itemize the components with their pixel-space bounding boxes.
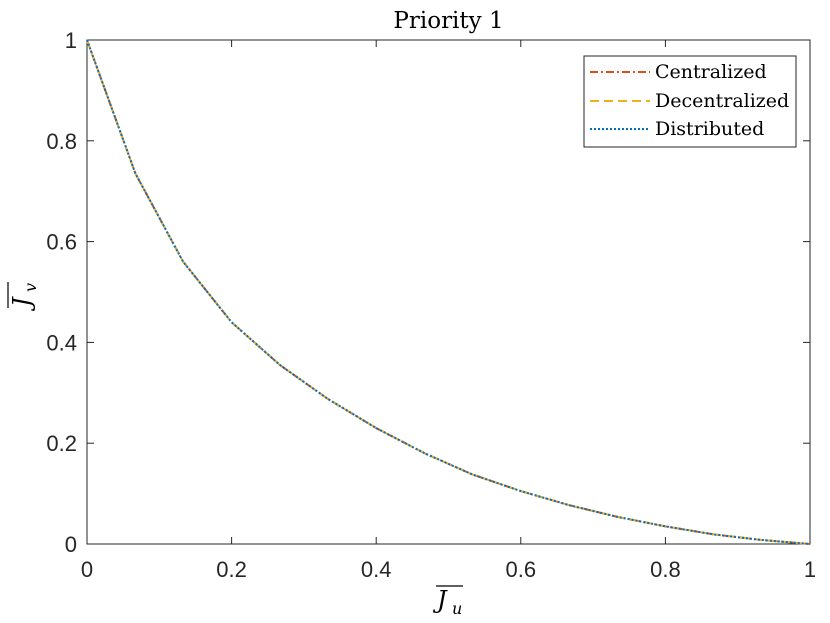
legend-label-distributed: Distributed — [655, 118, 764, 140]
y-axis: 0 0.2 0.4 0.6 0.8 1 — [46, 28, 810, 557]
x-axis: 0 0.2 0.4 0.6 0.8 1 — [81, 40, 816, 582]
x-tick-label: 0.6 — [506, 557, 537, 582]
x-axis-label-main: J — [432, 586, 448, 614]
y-axis-label-sub: v — [21, 283, 40, 292]
y-tick-label: 1 — [65, 28, 77, 53]
y-axis-label: J v — [7, 282, 40, 312]
y-tick-label: 0.4 — [46, 330, 77, 355]
legend: Centralized Decentralized Distributed — [583, 55, 797, 148]
x-axis-label: J u — [432, 585, 463, 618]
legend-item-centralized: Centralized — [590, 61, 767, 83]
y-axis-label-main: J — [8, 296, 36, 312]
y-tick-label: 0.6 — [46, 230, 77, 255]
series-layer — [86, 39, 811, 545]
legend-item-distributed: Distributed — [590, 118, 764, 140]
x-tick-label: 1 — [804, 557, 816, 582]
series-line-distributed — [86, 39, 811, 545]
x-tick-label: 0 — [81, 557, 93, 582]
x-tick-label: 0.8 — [650, 557, 681, 582]
y-tick-label: 0.2 — [46, 431, 77, 456]
x-tick-label: 0.4 — [361, 557, 392, 582]
x-tick-label: 0.2 — [216, 557, 247, 582]
legend-item-decentralized: Decentralized — [590, 90, 789, 112]
y-tick-label: 0 — [65, 532, 77, 557]
chart-title: Priority 1 — [393, 8, 503, 34]
x-axis-label-sub: u — [452, 599, 462, 618]
legend-label-decentralized: Decentralized — [655, 90, 789, 112]
y-tick-label: 0.8 — [46, 129, 77, 154]
legend-label-centralized: Centralized — [655, 61, 767, 83]
